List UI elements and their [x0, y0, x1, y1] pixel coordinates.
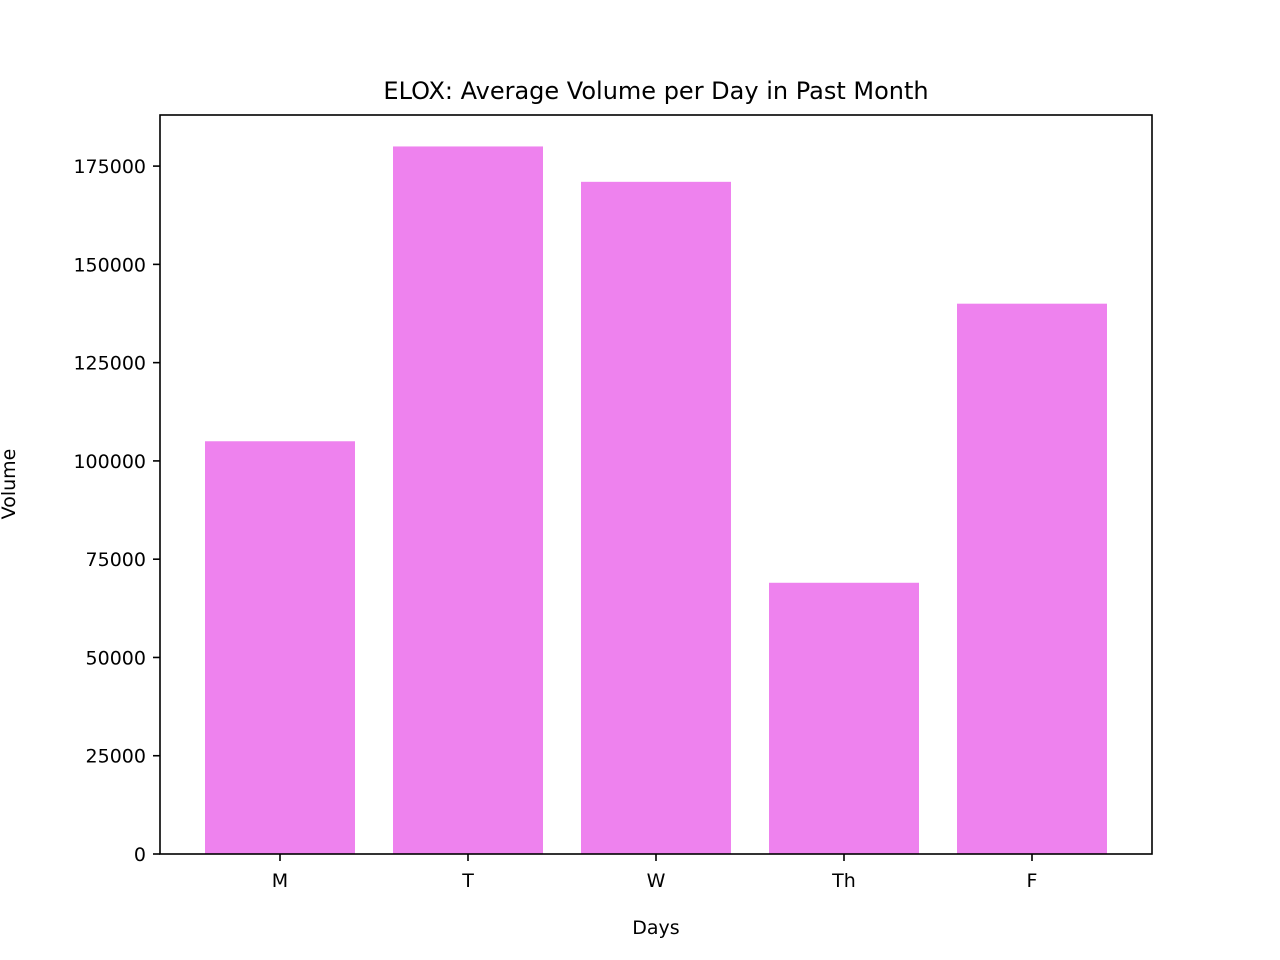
bar-t — [393, 146, 543, 855]
y-tick-label: 25000 — [86, 746, 146, 768]
y-tick-label: 50000 — [86, 647, 146, 669]
bars — [205, 146, 1107, 855]
bar-m — [205, 441, 355, 854]
x-tick-label: Th — [831, 870, 856, 892]
plot-frame — [159, 114, 1153, 855]
y-tick-label: 75000 — [86, 549, 146, 571]
x-tick-label: T — [461, 870, 474, 892]
bar-w — [581, 181, 731, 854]
x-tick-label: F — [1027, 870, 1038, 892]
y-tick-label: 0 — [134, 844, 146, 866]
y-tick-label: 100000 — [73, 451, 146, 473]
chart-title: ELOX: Average Volume per Day in Past Mon… — [383, 77, 928, 105]
y-tick-label: 175000 — [73, 156, 146, 178]
bar-th — [769, 582, 919, 854]
y-axis-label: Volume — [0, 449, 20, 520]
y-tick-label: 125000 — [73, 353, 146, 375]
bar-f — [957, 303, 1107, 854]
x-axis-ticks: M T W Th F — [272, 854, 1038, 892]
x-tick-label: W — [647, 870, 666, 892]
x-tick-label: M — [272, 870, 288, 892]
y-axis-ticks: 0 25000 50000 75000 100000 125000 150000 175000 — [73, 156, 160, 866]
x-axis-label: Days — [632, 917, 679, 939]
y-tick-label: 150000 — [73, 254, 146, 276]
